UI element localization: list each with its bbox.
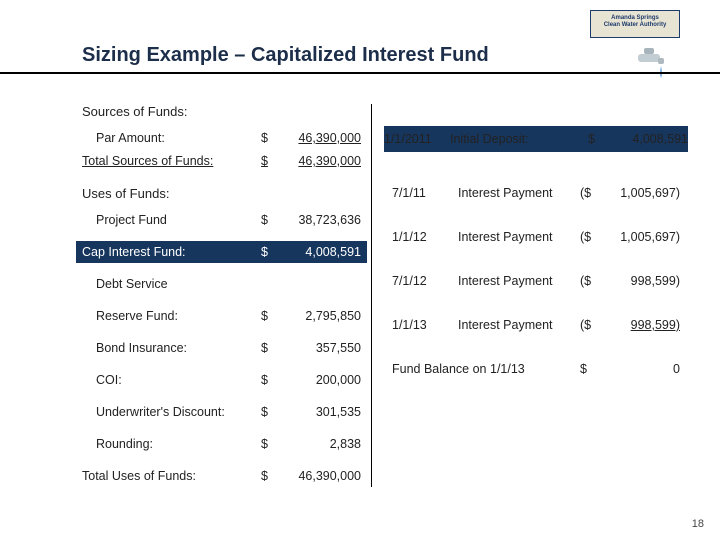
schedule-row: 7/1/11Interest Payment($1,005,697) — [392, 180, 680, 206]
par-amount: $ 46,390,000 — [261, 131, 361, 145]
uses-row-label: Project Fund — [96, 213, 261, 227]
total-sources-label: Total Sources of Funds: — [82, 154, 261, 168]
schedule-row: 1/1/2011Initial Deposit:$4,008,591 — [384, 126, 688, 152]
schedule-label: Interest Payment — [458, 274, 580, 288]
total-sources-row: Total Sources of Funds: $ 46,390,000 — [82, 149, 361, 172]
schedule-label: Fund Balance on 1/1/13 — [392, 362, 580, 376]
logo-line1: Amanda Springs — [591, 15, 679, 22]
schedule-date: 1/1/12 — [392, 230, 458, 244]
schedule-date: 7/1/12 — [392, 274, 458, 288]
schedule-rows: 1/1/2011Initial Deposit:$4,008,5917/1/11… — [392, 126, 680, 382]
content: Sources of Funds: Par Amount: $ 46,390,0… — [82, 104, 680, 487]
schedule-row: 7/1/12Interest Payment($998,599) — [392, 268, 680, 294]
total-sources-amount: $ 46,390,000 — [261, 153, 361, 168]
schedule-date: 1/1/13 — [392, 318, 458, 332]
uses-row: Bond Insurance:$357,550 — [82, 337, 361, 359]
uses-row: COI:$200,000 — [82, 369, 361, 391]
uses-row-label: Rounding: — [96, 437, 261, 451]
schedule-row: Fund Balance on 1/1/13$0 — [392, 356, 680, 382]
uses-row-amount: $301,535 — [261, 405, 361, 419]
uses-row: Cap Interest Fund:$4,008,591 — [76, 241, 367, 263]
uses-row-label: Cap Interest Fund: — [82, 245, 261, 259]
uses-row: Project Fund$38,723,636 — [82, 209, 361, 231]
schedule-amount: ($998,599) — [580, 318, 680, 332]
schedule-label: Interest Payment — [458, 186, 580, 200]
uses-row-label: COI: — [96, 373, 261, 387]
title-underline — [0, 72, 720, 74]
logo-badge: Amanda Springs Clean Water Authority — [590, 10, 680, 38]
par-label: Par Amount: — [96, 131, 261, 145]
uses-row-amount: $4,008,591 — [261, 245, 361, 259]
uses-row-amount: $2,838 — [261, 437, 361, 451]
uses-row-label: Debt Service — [96, 277, 361, 291]
uses-row-amount: $357,550 — [261, 341, 361, 355]
schedule-label: Initial Deposit: — [450, 132, 588, 146]
uses-row: Underwriter's Discount:$301,535 — [82, 401, 361, 423]
schedule-amount: ($1,005,697) — [580, 186, 680, 200]
schedule-amount: ($998,599) — [580, 274, 680, 288]
uses-rows: Project Fund$38,723,636 Cap Interest Fund… — [82, 209, 361, 455]
total-uses-amount: $ 46,390,000 — [261, 469, 361, 483]
schedule-date: 1/1/2011 — [384, 132, 450, 146]
page-title: Sizing Example – Capitalized Interest Fu… — [82, 44, 489, 67]
uses-row-label: Bond Insurance: — [96, 341, 261, 355]
schedule-amount: $4,008,591 — [588, 132, 688, 146]
faucet-icon — [632, 46, 672, 80]
uses-row-label: Underwriter's Discount: — [96, 405, 261, 419]
uses-row-amount: $200,000 — [261, 373, 361, 387]
uses-row: Rounding:$2,838 — [82, 433, 361, 455]
schedule-amount: $0 — [580, 362, 680, 376]
schedule-row: 1/1/13Interest Payment($998,599) — [392, 312, 680, 338]
total-uses-label: Total Uses of Funds: — [82, 469, 261, 483]
par-amount-row: Par Amount: $ 46,390,000 — [82, 127, 361, 149]
sources-uses-column: Sources of Funds: Par Amount: $ 46,390,0… — [82, 104, 372, 487]
uses-row-amount: $38,723,636 — [261, 213, 361, 227]
schedule-row: 1/1/12Interest Payment($1,005,697) — [392, 224, 680, 250]
schedule-label: Interest Payment — [458, 230, 580, 244]
uses-row-amount: $2,795,850 — [261, 309, 361, 323]
sources-header: Sources of Funds: — [82, 104, 361, 119]
schedule-column: 1/1/2011Initial Deposit:$4,008,5917/1/11… — [372, 104, 680, 487]
schedule-label: Interest Payment — [458, 318, 580, 332]
logo-line2: Clean Water Authority — [591, 22, 679, 29]
uses-row-label: Reserve Fund: — [96, 309, 261, 323]
schedule-date: 7/1/11 — [392, 186, 458, 200]
uses-row: Debt Service — [82, 273, 361, 295]
total-uses-row: Total Uses of Funds: $ 46,390,000 — [82, 465, 361, 487]
schedule-amount: ($1,005,697) — [580, 230, 680, 244]
uses-header: Uses of Funds: — [82, 186, 361, 201]
uses-row: Reserve Fund:$2,795,850 — [82, 305, 361, 327]
page-number: 18 — [692, 518, 704, 530]
